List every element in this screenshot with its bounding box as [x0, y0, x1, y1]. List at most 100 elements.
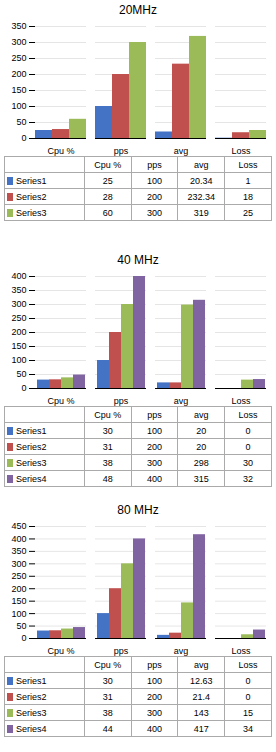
html-text:25: 25 [243, 207, 254, 218]
svg-text:350: 350 [11, 546, 26, 556]
html-text:30: 30 [102, 425, 113, 436]
svg-text:250: 250 [11, 313, 26, 323]
svg-text:Cpu %: Cpu % [47, 146, 74, 156]
html-text:300: 300 [147, 707, 162, 718]
html-text:25: 25 [102, 175, 113, 186]
svg-text:200: 200 [11, 584, 26, 594]
html-text:Series4: Series4 [16, 723, 47, 734]
html-text:Series2: Series2 [16, 441, 47, 452]
svg-text:avg: avg [174, 396, 189, 406]
html-text:315: 315 [193, 473, 209, 484]
html-text:100: 100 [147, 675, 162, 686]
html-text:Cpu %: Cpu % [94, 159, 122, 170]
html-text:32: 32 [243, 473, 254, 484]
html-text:300: 300 [147, 457, 162, 468]
svg-text:50: 50 [16, 117, 26, 127]
svg-text:avg: avg [174, 646, 189, 656]
svg-text:50: 50 [16, 621, 26, 631]
svg-text:150: 150 [11, 341, 26, 351]
svg-text:250: 250 [11, 571, 26, 581]
html-text:200: 200 [147, 191, 162, 202]
html-text:21.4: 21.4 [192, 691, 210, 702]
html-text:60: 60 [102, 207, 113, 218]
svg-text:0: 0 [21, 133, 26, 143]
html-text:pps: pps [147, 659, 162, 670]
svg-text:100: 100 [11, 608, 26, 618]
html-text:80 MHz: 80 MHz [117, 503, 159, 517]
html-text:Cpu %: Cpu % [94, 659, 122, 670]
html-text:Series1: Series1 [16, 425, 47, 436]
html-text:30: 30 [243, 457, 254, 468]
html-text:200: 200 [147, 691, 162, 702]
svg-text:0: 0 [21, 633, 26, 643]
svg-text:300: 300 [11, 559, 26, 569]
svg-text:50: 50 [16, 369, 26, 379]
html-text:pps: pps [147, 159, 162, 170]
html-text:232.34: 232.34 [187, 191, 215, 202]
html-text:28: 28 [102, 191, 113, 202]
html-text:Cpu %: Cpu % [94, 409, 122, 420]
html-text:20MHz: 20MHz [119, 3, 157, 17]
svg-text:350: 350 [11, 21, 26, 31]
html-text:avg: avg [194, 659, 209, 670]
html-text:Series4: Series4 [16, 473, 47, 484]
html-text:20: 20 [196, 441, 207, 452]
html-text:Series2: Series2 [16, 691, 47, 702]
svg-text:100: 100 [11, 101, 26, 111]
html-text:38: 38 [102, 457, 113, 468]
html-text:100: 100 [147, 425, 162, 436]
svg-text:300: 300 [11, 299, 26, 309]
html-text:319: 319 [193, 207, 209, 218]
html-text:38: 38 [102, 707, 113, 718]
svg-text:pps: pps [114, 396, 129, 406]
html-text:Series1: Series1 [16, 175, 47, 186]
svg-text:250: 250 [11, 53, 26, 63]
html-text:Series3: Series3 [16, 207, 47, 218]
html-text:48: 48 [102, 473, 113, 484]
svg-text:150: 150 [11, 85, 26, 95]
svg-text:350: 350 [11, 285, 26, 295]
html-text:20.34: 20.34 [190, 175, 213, 186]
html-text:31: 31 [102, 691, 113, 702]
html-text:pps: pps [147, 409, 162, 420]
svg-text:0: 0 [21, 383, 26, 393]
html-text:Series1: Series1 [16, 675, 47, 686]
svg-text:300: 300 [11, 37, 26, 47]
svg-text:Loss: Loss [231, 146, 251, 156]
html-text:12.63: 12.63 [190, 675, 213, 686]
svg-text:450: 450 [11, 521, 26, 531]
html-text:Series2: Series2 [16, 191, 47, 202]
html-text:298: 298 [193, 457, 209, 468]
html-text:100: 100 [147, 175, 162, 186]
svg-text:Cpu %: Cpu % [47, 646, 74, 656]
svg-text:400: 400 [11, 271, 26, 281]
html-text:200: 200 [147, 441, 162, 452]
html-text:15: 15 [243, 707, 254, 718]
html-text:20: 20 [196, 425, 207, 436]
svg-text:200: 200 [11, 69, 26, 79]
html-text:400: 400 [147, 473, 162, 484]
html-text:40 MHz: 40 MHz [117, 253, 159, 267]
html-text:Loss: Loss [238, 159, 258, 170]
html-text:avg: avg [194, 409, 209, 420]
html-text:Loss: Loss [238, 659, 258, 670]
html-text:avg: avg [194, 159, 209, 170]
html-text:300: 300 [147, 207, 162, 218]
html-text:Series3: Series3 [16, 707, 47, 718]
html-text:Series3: Series3 [16, 457, 47, 468]
html-text:143: 143 [193, 707, 209, 718]
svg-text:200: 200 [11, 327, 26, 337]
html-text:31: 31 [102, 441, 113, 452]
svg-text:pps: pps [114, 146, 129, 156]
svg-text:150: 150 [11, 596, 26, 606]
html-text:Loss: Loss [238, 409, 258, 420]
svg-text:avg: avg [174, 146, 189, 156]
html-text:30: 30 [102, 675, 113, 686]
svg-text:100: 100 [11, 355, 26, 365]
svg-text:400: 400 [11, 534, 26, 544]
svg-text:Loss: Loss [231, 396, 251, 406]
svg-text:pps: pps [114, 646, 129, 656]
svg-text:Cpu %: Cpu % [47, 396, 74, 406]
svg-text:Loss: Loss [231, 646, 251, 656]
html-text:18: 18 [243, 191, 254, 202]
